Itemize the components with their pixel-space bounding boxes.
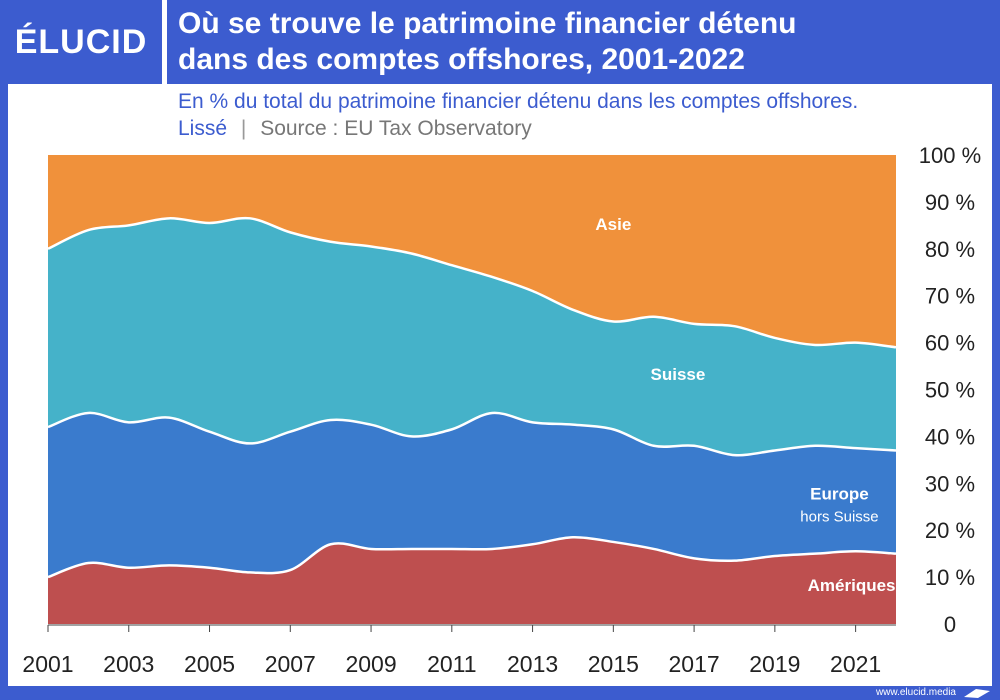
y-tick-label-60: 60 % [925,331,975,356]
y-tick-label-10: 10 % [925,565,975,590]
series-label-ameriques: Amériques [808,576,896,595]
header: ÉLUCID Où se trouve le patrimoine financ… [0,0,1000,84]
x-tick-label-2009: 2009 [345,651,396,677]
boundary-line-europe [47,411,897,457]
x-tick-label-2011: 2011 [427,651,476,677]
y-tick-label-50: 50 % [925,378,975,403]
source-label: Source : EU Tax Observatory [260,117,532,140]
y-tick-label-80: 80 % [925,237,975,262]
x-tick-label-2013: 2013 [507,651,558,677]
x-tick-label-2001: 2001 [22,651,73,677]
y-tick-label-70: 70 % [925,284,975,309]
x-tick-label-2003: 2003 [103,651,154,677]
y-tick-label-30: 30 % [925,471,975,496]
title-line-2: dans des comptes offshores, 2001-2022 [178,43,745,76]
x-tick-label-2015: 2015 [588,651,639,677]
area-suisse [48,218,896,456]
boundary-line-suisse [47,216,897,349]
logo-text: ÉLUCID [14,22,148,61]
title-line-1: Où se trouve le patrimoine financier dét… [178,7,797,40]
x-tick-label-2021: 2021 [830,651,881,677]
series-label-asie: Asie [595,215,631,234]
flag-icon [964,689,990,698]
x-tick-label-2007: 2007 [265,651,316,677]
y-tick-label-100: 100 % [919,143,981,168]
y-tick-label-0: 0 [944,612,956,637]
y-tick-label-40: 40 % [925,424,975,449]
chart-title: Où se trouve le patrimoine financier dét… [178,6,988,78]
area-europe [48,412,896,578]
chart-note: Lissé | Source : EU Tax Observatory [178,117,532,141]
y-tick-label-20: 20 % [925,518,975,543]
chart-subtitle: En % du total du patrimoine financier dé… [178,90,859,113]
x-tick-label-2017: 2017 [669,651,720,677]
footer-url[interactable]: www.elucid.media [875,687,956,698]
brand-logo[interactable]: ÉLUCID [0,0,162,84]
header-divider [162,0,167,84]
series-label-suisse: Suisse [651,365,706,384]
boundary-line-ameriques [47,535,897,579]
note-separator: | [240,117,247,140]
footer-bar [0,686,1000,700]
series-label-europe: Europe [810,485,869,504]
series-sublabel-europe: hors Suisse [800,509,878,526]
area-ameriques [48,537,896,624]
x-tick-label-2005: 2005 [184,651,235,677]
y-tick-label-90: 90 % [925,190,975,215]
x-tick-label-2019: 2019 [749,651,800,677]
area-asie [48,155,896,348]
smoothed-label: Lissé [178,117,228,140]
